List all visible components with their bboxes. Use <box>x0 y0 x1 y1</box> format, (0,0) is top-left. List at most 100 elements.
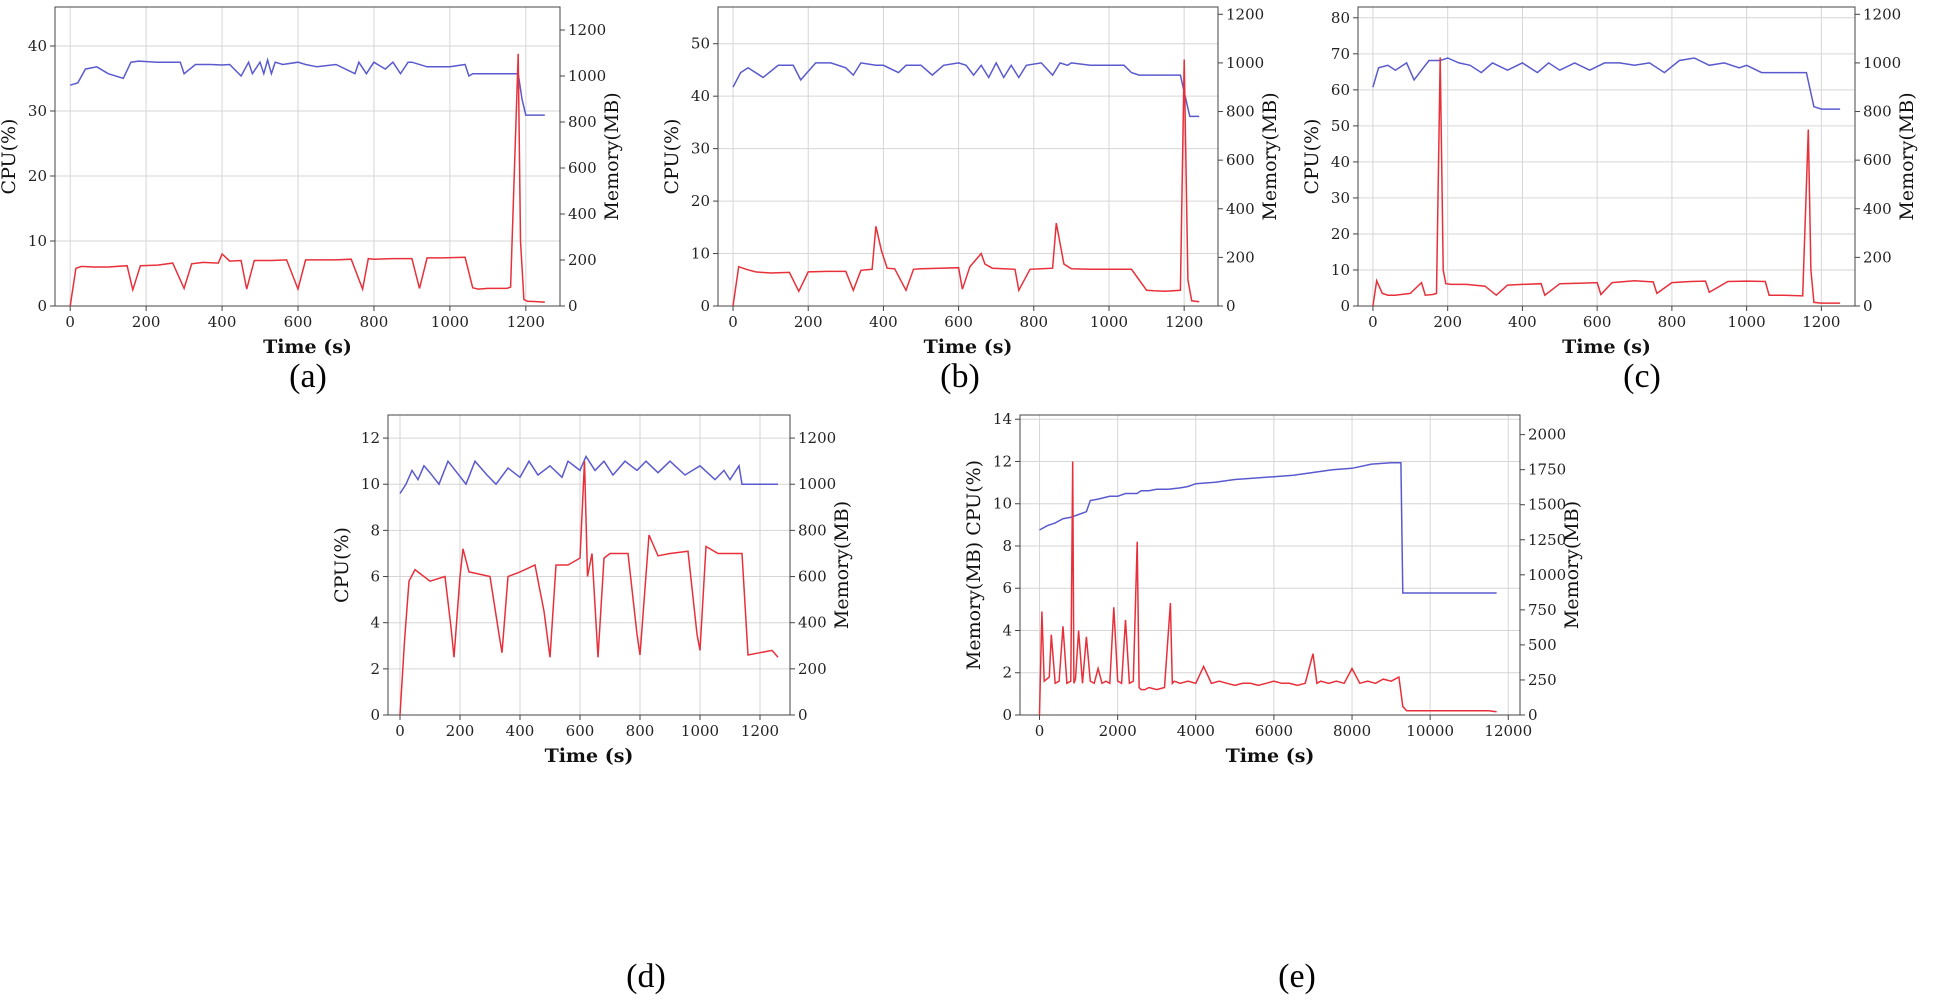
x-tick-label: 0 <box>728 313 738 331</box>
y-right-tick-label: 1200 <box>1226 5 1264 23</box>
y-left-tick-label: 30 <box>28 102 47 120</box>
cpu-series-line <box>399 461 779 716</box>
y-right-tick-label: 1250 <box>1528 531 1566 549</box>
y-right-tick-label: 1200 <box>1863 5 1901 23</box>
y-left-tick-label: 20 <box>691 192 710 210</box>
x-tick-label: 1000 <box>431 313 469 331</box>
y-left-tick-label: 10 <box>28 232 47 250</box>
x-axis-label: Time (s) <box>263 336 352 358</box>
y-left-tick-label: 10 <box>1331 261 1350 279</box>
y-left-tick-label: 60 <box>1331 81 1350 99</box>
caption-c: (c) <box>1623 358 1661 395</box>
x-tick-label: 8000 <box>1333 722 1371 740</box>
y-right-tick-label: 800 <box>798 521 827 539</box>
x-tick-label: 1000 <box>681 722 719 740</box>
y-left-tick-label: 30 <box>691 140 710 158</box>
y-left-tick-label: 0 <box>37 297 47 315</box>
plot-frame <box>1019 414 1521 716</box>
x-tick-label: 0 <box>65 313 75 331</box>
y-left-tick-label: 30 <box>1331 189 1350 207</box>
y-left-axis-label: CPU(%) <box>1301 119 1323 195</box>
y-right-tick-label: 400 <box>798 614 827 632</box>
x-tick-label: 200 <box>1433 313 1462 331</box>
x-tick-label: 800 <box>1019 313 1048 331</box>
chart-a: 0 200 400 600 800 1000 12000102030400200400600… <box>0 6 623 358</box>
panel-c: 0 200 400 600 800 1000 1200 0 10 20 30 40 50 60 70 80 0 2… <box>1300 0 1948 395</box>
x-tick-label: 2000 <box>1099 722 1137 740</box>
y-left-tick-label: 50 <box>1331 117 1350 135</box>
y-left-tick-label: 2 <box>370 660 380 678</box>
cpu-series-line <box>1038 461 1497 716</box>
y-right-tick-label: 1750 <box>1528 461 1566 479</box>
y-right-tick-label: 500 <box>1528 636 1557 654</box>
y-left-tick-label: 0 <box>1340 297 1350 315</box>
x-tick-label: 1200 <box>1165 313 1203 331</box>
panel-d: 0 200 400 600 800 1000 1200 0 2 4 6 8 10 12 0 200 400 600… <box>330 414 950 1001</box>
y-right-tick-label: 200 <box>568 251 597 269</box>
panel-a: 0 200 400 600 800 1000 1200 0 10 20 30 40 0 200 400 600… <box>0 0 640 395</box>
x-tick-label: 12000 <box>1484 722 1532 740</box>
y-right-tick-label: 1000 <box>1863 54 1901 72</box>
x-tick-label: 6000 <box>1255 722 1293 740</box>
y-right-tick-label: 1000 <box>798 475 836 493</box>
y-left-tick-label: 12 <box>361 429 380 447</box>
x-tick-label: 800 <box>360 313 389 331</box>
y-right-axis-label: Memory(MB) <box>1561 501 1583 629</box>
y-right-tick-label: 1000 <box>1226 54 1264 72</box>
y-left-tick-label: 12 <box>993 452 1012 470</box>
cpu-series-line <box>69 53 545 307</box>
x-tick-label: 1200 <box>507 313 545 331</box>
y-right-tick-label: 600 <box>568 159 597 177</box>
x-tick-label: 1000 <box>1090 313 1128 331</box>
x-tick-label: 400 <box>208 313 237 331</box>
x-tick-label: 400 <box>869 313 898 331</box>
y-right-axis-label: Memory(MB) <box>601 92 623 220</box>
x-tick-label: 10000 <box>1406 722 1454 740</box>
y-left-axis-label: Memory(MB) CPU(%) <box>963 460 985 670</box>
y-left-tick-label: 6 <box>1002 579 1012 597</box>
y-right-tick-label: 250 <box>1528 671 1557 689</box>
y-left-tick-label: 10 <box>691 245 710 263</box>
y-left-tick-label: 40 <box>28 37 47 55</box>
y-left-tick-label: 10 <box>993 495 1012 513</box>
caption-b: (b) <box>940 358 980 395</box>
y-left-tick-label: 70 <box>1331 45 1350 63</box>
y-right-tick-label: 800 <box>568 113 597 131</box>
y-right-tick-label: 750 <box>1528 601 1557 619</box>
y-right-tick-label: 0 <box>798 706 808 724</box>
y-right-tick-label: 1200 <box>798 429 836 447</box>
y-left-tick-label: 10 <box>361 475 380 493</box>
y-left-tick-label: 0 <box>700 297 710 315</box>
y-left-tick-label: 20 <box>28 167 47 185</box>
y-right-tick-label: 400 <box>1226 200 1255 218</box>
y-right-tick-label: 0 <box>1226 297 1236 315</box>
y-right-tick-label: 1000 <box>1528 566 1566 584</box>
memory-series-line <box>69 57 545 116</box>
cpu-series-line <box>1372 57 1841 307</box>
memory-series-line <box>399 454 778 494</box>
memory-series-line <box>1372 57 1841 110</box>
y-right-tick-label: 200 <box>798 660 827 678</box>
plot-frame <box>54 6 561 307</box>
y-left-tick-label: 40 <box>1331 153 1350 171</box>
y-right-tick-label: 0 <box>1528 706 1538 724</box>
y-left-tick-label: 0 <box>1002 706 1012 724</box>
x-axis-label: Time (s) <box>924 336 1013 358</box>
x-tick-label: 1000 <box>1728 313 1766 331</box>
y-right-axis-label: Memory(MB) <box>831 501 853 629</box>
y-right-tick-label: 1000 <box>568 67 606 85</box>
x-axis-label: Time (s) <box>1562 336 1651 358</box>
panel-b: 0 200 400 600 800 1000 1200 0 10 20 30 40 50 0 200 400 6… <box>650 0 1300 395</box>
x-tick-label: 600 <box>284 313 313 331</box>
x-tick-label: 800 <box>1658 313 1687 331</box>
y-right-tick-label: 200 <box>1863 248 1892 266</box>
y-right-axis-label: Memory(MB) <box>1259 92 1281 220</box>
y-left-tick-label: 50 <box>691 35 710 53</box>
caption-a: (a) <box>289 358 327 395</box>
y-left-tick-label: 20 <box>1331 225 1350 243</box>
y-right-axis-label: Memory(MB) <box>1896 92 1918 220</box>
y-left-tick-label: 8 <box>1002 537 1012 555</box>
chart-d: 0 200 400 600 800 1000 1200 0 2 4 6 8 10 12 0 200 400 600… <box>331 414 853 767</box>
y-left-tick-label: 40 <box>691 87 710 105</box>
y-left-axis-label: CPU(%) <box>331 527 353 603</box>
